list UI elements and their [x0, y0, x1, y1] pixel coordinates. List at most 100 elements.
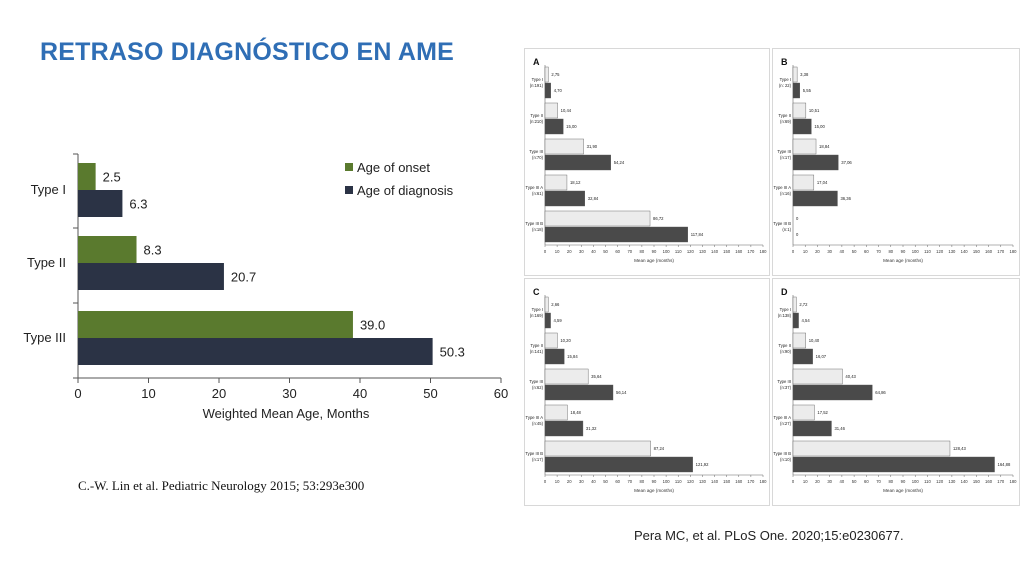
- panel-c-group-n-1: (n:141): [530, 349, 544, 354]
- panel-b-x-axis-title: Mean age (months): [883, 258, 923, 263]
- panel-d-bar-diagnosis-1: [792, 348, 813, 365]
- panel-b-data-label-diagnosis-3: 36,36: [840, 196, 851, 201]
- panel-a-bar-onset-1: [544, 102, 558, 119]
- panel-c-letter: C: [533, 287, 540, 297]
- panel-a-x-tick-label-3: 30: [579, 249, 584, 254]
- panel-d-group-label-0: Type I: [780, 307, 791, 312]
- panel-d-data-label-onset-3: 17,52: [817, 410, 828, 415]
- panel-b-group-label-0: Type I: [780, 77, 791, 82]
- panel-b-bar-diagnosis-2: [792, 154, 839, 171]
- panel-d-x-tick-label-10: 100: [912, 479, 920, 484]
- panel-c-bar-diagnosis-0: [544, 312, 551, 329]
- data-label-diagnosis-0: 6.3: [129, 197, 147, 212]
- panel-c-x-tick-label-6: 60: [615, 479, 620, 484]
- panel-d-data-label-diagnosis-1: 16,07: [816, 354, 827, 359]
- panel-a-x-tick-label-2: 20: [567, 249, 572, 254]
- panel-d-x-tick-label-4: 40: [840, 479, 845, 484]
- panel-b-x-tick-label-13: 130: [948, 249, 956, 254]
- panel-b-data-label-onset-3: 17,04: [817, 180, 828, 185]
- panel-d-bar-onset-1: [792, 332, 806, 349]
- panel-c-group-n-0: (n:169): [530, 313, 544, 318]
- panel-b-data-label-diagnosis-2: 37,06: [841, 160, 852, 165]
- panel-chart-a: A 0 10 20 30 40 50 60 70 80 90 100 110 120 130 140 150 16…: [525, 57, 768, 263]
- panel-b-x-tick-label-9: 90: [901, 249, 906, 254]
- panel-b-data-label-diagnosis-0: 5,55: [803, 88, 812, 93]
- panel-a-x-tick-label-7: 70: [627, 249, 632, 254]
- panel-chart-d: D 0 10 20 30 40 50 60 70 80 90 100 110 120 130 140 150 16…: [773, 287, 1018, 493]
- panel-c-x-tick-label-0: 0: [544, 479, 547, 484]
- panel-d-bar-diagnosis-2: [792, 384, 873, 401]
- slide-title: RETRASO DIAGNÓSTICO EN AME: [40, 38, 455, 66]
- panel-c-x-tick-label-17: 170: [747, 479, 755, 484]
- data-label-onset-2: 39.0: [360, 318, 385, 333]
- category-label-0: Type I: [31, 182, 66, 197]
- panel-b-x-tick-label-1: 10: [803, 249, 808, 254]
- panel-c-x-tick-label-12: 120: [687, 479, 695, 484]
- legend-swatch-1: [345, 186, 353, 194]
- panel-c-x-tick-label-3: 30: [579, 479, 584, 484]
- bar-onset-1: [78, 236, 137, 263]
- panel-a-data-label-onset-1: 10,44: [561, 108, 572, 113]
- panel-a-x-tick-label-14: 140: [711, 249, 719, 254]
- panel-d-x-tick-label-18: 180: [1010, 479, 1018, 484]
- panel-d-group-n-4: (n:10): [780, 457, 792, 462]
- bar-diagnosis-1: [78, 263, 224, 290]
- panel-a-bar-onset-0: [544, 66, 549, 83]
- panel-a-x-tick-label-6: 60: [615, 249, 620, 254]
- panel-c-data-label-onset-3: 18,48: [570, 410, 581, 415]
- panel-d-group-n-3: (n:27): [780, 421, 792, 426]
- panel-d-x-tick-label-14: 140: [961, 479, 969, 484]
- panel-b-group-label-4: Type III B: [773, 221, 791, 226]
- panel-d-x-axis-title: Mean age (months): [883, 488, 923, 493]
- panel-c-x-tick-label-10: 100: [663, 479, 671, 484]
- panel-a-data-label-onset-3: 18,12: [570, 180, 581, 185]
- panel-a-data-label-diagnosis-4: 117,84: [691, 232, 704, 237]
- panel-b-bar-diagnosis-0: [792, 82, 800, 99]
- panel-c-data-label-onset-4: 87,24: [654, 446, 665, 451]
- panel-a-x-tick-label-1: 10: [555, 249, 560, 254]
- panel-c-x-tick-label-4: 40: [591, 479, 596, 484]
- panel-d-x-tick-label-0: 0: [792, 479, 795, 484]
- panel-b-x-tick-label-3: 30: [827, 249, 832, 254]
- panel-a-data-label-onset-0: 2,75: [551, 72, 560, 77]
- panel-c-data-label-diagnosis-0: 4,59: [554, 318, 563, 323]
- panel-d-group-label-4: Type III B: [773, 451, 791, 456]
- panel-b-group-label-1: Type II: [778, 113, 791, 118]
- panel-b-bar-diagnosis-3: [792, 190, 838, 207]
- panel-b-group-n-0: (n: 22): [779, 83, 792, 88]
- panel-b-x-tick-label-11: 110: [924, 249, 931, 254]
- panel-a-x-tick-label-13: 130: [699, 249, 707, 254]
- panel-c-bar-onset-0: [544, 296, 549, 313]
- panel-c-data-label-diagnosis-4: 121,92: [696, 462, 709, 467]
- panel-a-group-n-3: (n:61): [532, 191, 544, 196]
- panel-d-x-tick-label-16: 160: [985, 479, 993, 484]
- panel-a-data-label-onset-4: 86,72: [653, 216, 664, 221]
- panel-a-group-label-0: Type I: [532, 77, 543, 82]
- panel-a-group-label-3: Type III A: [526, 185, 544, 190]
- panel-b-bar-onset-2: [792, 138, 817, 155]
- panel-d-data-label-diagnosis-4: 164,88: [998, 462, 1011, 467]
- panel-a-x-tick-label-18: 180: [760, 249, 768, 254]
- panel-c-x-tick-label-9: 90: [652, 479, 657, 484]
- data-label-diagnosis-2: 50.3: [440, 345, 465, 360]
- panel-b-x-tick-label-7: 70: [876, 249, 881, 254]
- panel-c-bar-diagnosis-3: [544, 420, 584, 437]
- panel-b-letter: B: [781, 57, 788, 67]
- x-tick-label-1: 10: [141, 386, 155, 401]
- panel-c-x-tick-label-18: 180: [760, 479, 768, 484]
- panel-d-x-tick-label-8: 80: [888, 479, 893, 484]
- x-tick-label-5: 50: [423, 386, 437, 401]
- panel-b-data-label-diagnosis-1: 15,00: [814, 124, 825, 129]
- panel-b-data-label-onset-0: 3,38: [800, 72, 809, 77]
- citation-lin: C.-W. Lin et al. Pediatric Neurology 201…: [78, 478, 365, 493]
- panel-d-x-tick-label-9: 90: [901, 479, 906, 484]
- panel-b-group-label-2: Type III: [777, 149, 791, 154]
- panel-d-group-label-2: Type III: [777, 379, 791, 384]
- panel-b-x-tick-label-8: 80: [888, 249, 893, 254]
- panel-d-group-n-0: (n:138): [778, 313, 792, 318]
- panel-b-data-label-onset-4: 0: [796, 216, 799, 221]
- panel-c-group-label-0: Type I: [532, 307, 543, 312]
- bar-onset-2: [78, 311, 353, 338]
- panel-d-bar-onset-2: [792, 368, 843, 385]
- panel-d-bar-onset-3: [792, 404, 815, 421]
